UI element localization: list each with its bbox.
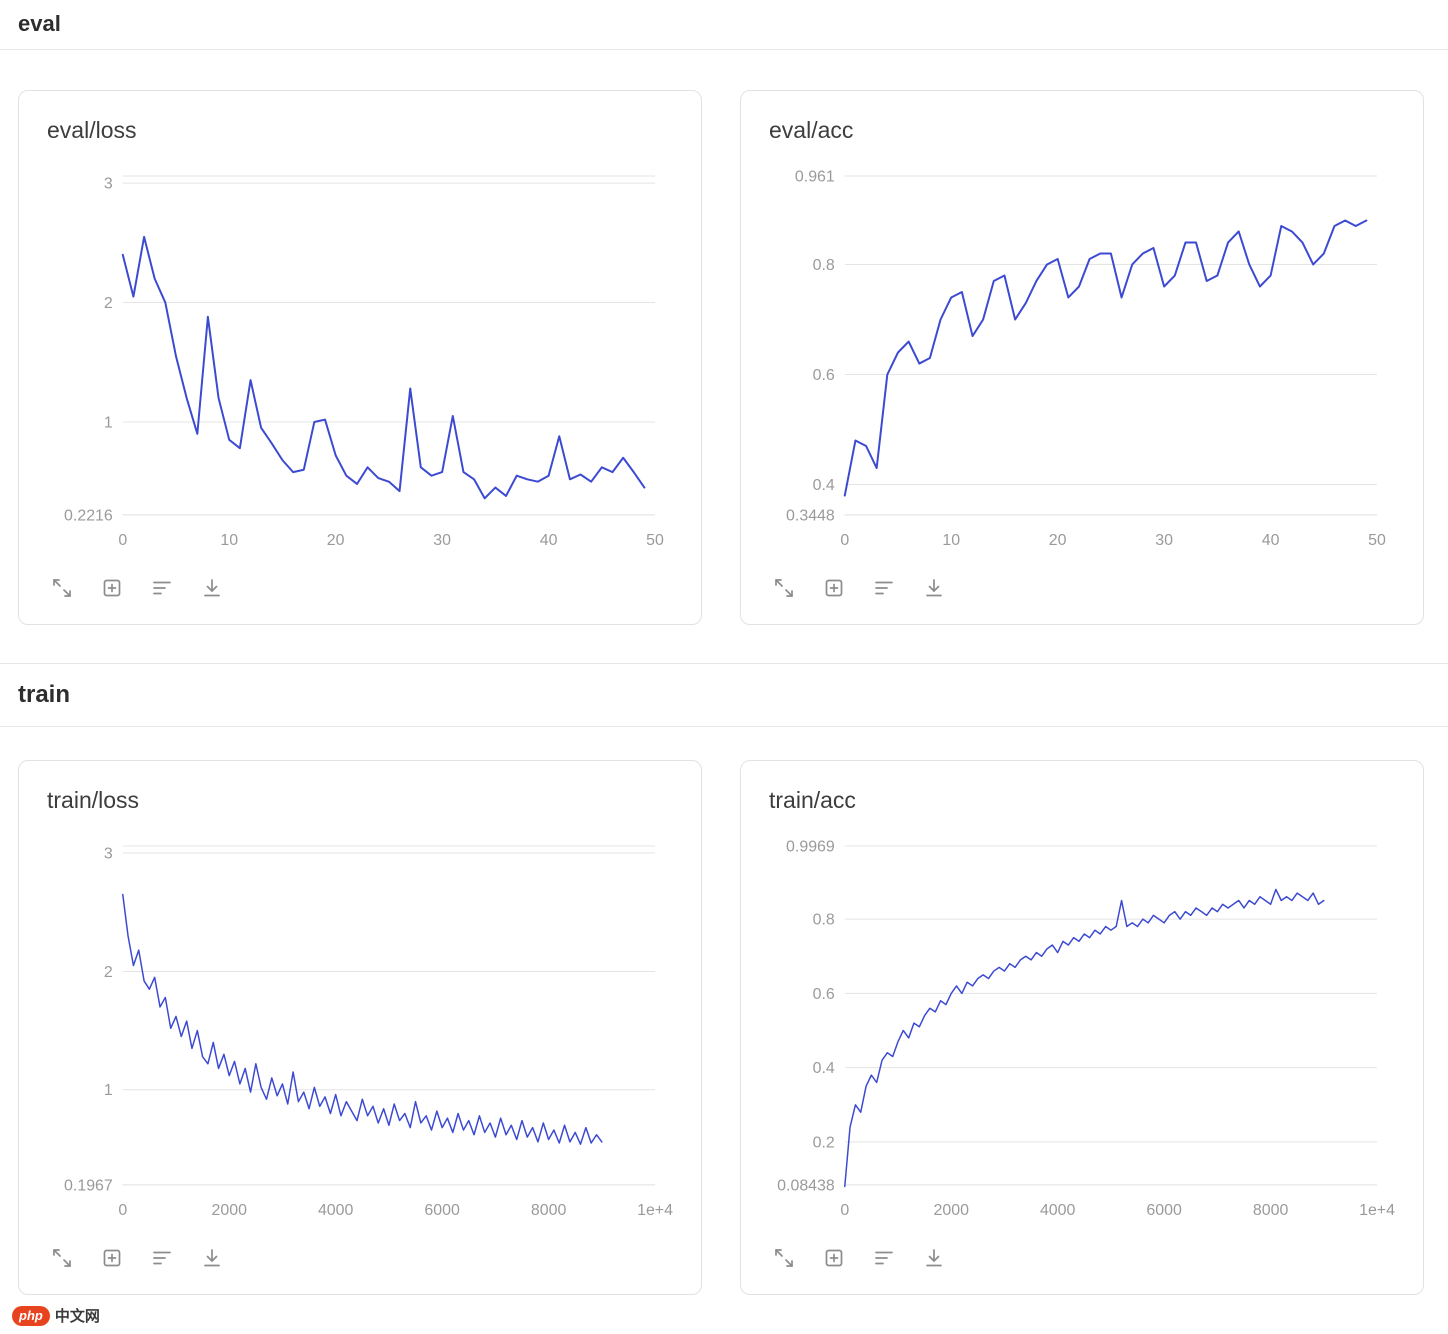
filter-icon bbox=[153, 1251, 171, 1265]
svg-text:30: 30 bbox=[1155, 532, 1173, 549]
svg-text:0.4: 0.4 bbox=[813, 1060, 835, 1077]
add-panel-button[interactable] bbox=[99, 1245, 125, 1271]
filter-button[interactable] bbox=[871, 1245, 897, 1271]
svg-text:3: 3 bbox=[104, 176, 113, 193]
train-charts-row: train/loss 0.1967 1 2 3 0 2000 4000 6000 8000 1e+… bbox=[0, 727, 1448, 1295]
train-acc-card: train/acc 0.08438 0.2 0.4 0.6 0.8 0.9969 0 2000… bbox=[740, 760, 1424, 1295]
section-title-eval: eval bbox=[18, 11, 61, 36]
fullscreen-button[interactable] bbox=[771, 1245, 797, 1271]
eval-loss-chart[interactable]: 0.2216 1 2 3 0 10 20 30 40 50 bbox=[47, 164, 673, 563]
chart-title: train/acc bbox=[769, 787, 856, 813]
svg-text:2: 2 bbox=[104, 295, 113, 312]
filter-button[interactable] bbox=[149, 575, 175, 601]
svg-text:20: 20 bbox=[327, 532, 345, 549]
download-button[interactable] bbox=[199, 1245, 225, 1271]
filter-button[interactable] bbox=[149, 1245, 175, 1271]
filter-icon bbox=[153, 581, 171, 595]
download-button[interactable] bbox=[921, 575, 947, 601]
svg-text:40: 40 bbox=[540, 532, 558, 549]
svg-text:4000: 4000 bbox=[1040, 1202, 1076, 1219]
fullscreen-icon bbox=[53, 578, 71, 597]
svg-text:30: 30 bbox=[433, 532, 451, 549]
eval-acc-chart[interactable]: 0.3448 0.4 0.6 0.8 0.961 0 10 20 30 40 50 bbox=[769, 164, 1395, 563]
svg-text:3: 3 bbox=[104, 846, 113, 863]
chart-title: train/loss bbox=[47, 787, 140, 813]
filter-button[interactable] bbox=[871, 575, 897, 601]
svg-text:0: 0 bbox=[118, 532, 127, 549]
add-panel-icon bbox=[103, 1249, 121, 1267]
chart-title: eval/loss bbox=[47, 117, 137, 143]
svg-text:6000: 6000 bbox=[1146, 1202, 1182, 1219]
watermark: php 中文网 bbox=[0, 1295, 1448, 1334]
svg-text:0: 0 bbox=[118, 1202, 127, 1219]
svg-text:2000: 2000 bbox=[211, 1202, 247, 1219]
chart-toolbar bbox=[47, 575, 673, 601]
svg-text:0.8: 0.8 bbox=[813, 257, 835, 274]
svg-text:10: 10 bbox=[220, 532, 238, 549]
svg-text:50: 50 bbox=[646, 532, 664, 549]
train-acc-chart[interactable]: 0.08438 0.2 0.4 0.6 0.8 0.9969 0 2000 4000 6000 80… bbox=[769, 834, 1395, 1233]
section-header-train: train bbox=[0, 663, 1448, 727]
download-icon bbox=[926, 1248, 942, 1267]
chart-toolbar bbox=[769, 1245, 1395, 1271]
section-header-eval: eval bbox=[0, 0, 1448, 50]
chart-toolbar bbox=[47, 1245, 673, 1271]
eval-loss-card: eval/loss 0.2216 1 2 3 0 10 20 30 40 50 bbox=[18, 90, 702, 625]
svg-text:0.6: 0.6 bbox=[813, 367, 835, 384]
eval-charts-row: eval/loss 0.2216 1 2 3 0 10 20 30 40 50 eval/acc … bbox=[0, 50, 1448, 625]
filter-icon bbox=[875, 581, 893, 595]
chart-title: eval/acc bbox=[769, 117, 854, 143]
eval-acc-card: eval/acc 0.3448 0.4 0.6 0.8 0.961 0 10 20 30 40 50 bbox=[740, 90, 1424, 625]
download-icon bbox=[204, 1248, 220, 1267]
filter-icon bbox=[875, 1251, 893, 1265]
svg-text:0: 0 bbox=[840, 1202, 849, 1219]
section-title-train: train bbox=[18, 681, 71, 708]
svg-text:1: 1 bbox=[104, 1082, 113, 1099]
svg-text:8000: 8000 bbox=[531, 1202, 567, 1219]
add-panel-button[interactable] bbox=[821, 575, 847, 601]
download-button[interactable] bbox=[921, 1245, 947, 1271]
chart-toolbar bbox=[769, 575, 1395, 601]
svg-text:0: 0 bbox=[840, 532, 849, 549]
fullscreen-icon bbox=[775, 578, 793, 597]
add-panel-icon bbox=[825, 1249, 843, 1267]
svg-text:2000: 2000 bbox=[933, 1202, 969, 1219]
add-panel-button[interactable] bbox=[99, 575, 125, 601]
svg-text:1e+4: 1e+4 bbox=[637, 1202, 673, 1219]
svg-text:6000: 6000 bbox=[424, 1202, 460, 1219]
svg-text:1e+4: 1e+4 bbox=[1359, 1202, 1395, 1219]
download-icon bbox=[926, 578, 942, 597]
train-loss-card: train/loss 0.1967 1 2 3 0 2000 4000 6000 8000 1e+… bbox=[18, 760, 702, 1295]
svg-text:0.9969: 0.9969 bbox=[786, 838, 835, 855]
svg-text:0.2216: 0.2216 bbox=[64, 507, 113, 524]
svg-text:0.6: 0.6 bbox=[813, 986, 835, 1003]
svg-text:0.08438: 0.08438 bbox=[777, 1177, 835, 1194]
add-panel-icon bbox=[103, 579, 121, 597]
svg-text:2: 2 bbox=[104, 964, 113, 981]
svg-text:20: 20 bbox=[1049, 532, 1067, 549]
train-loss-chart[interactable]: 0.1967 1 2 3 0 2000 4000 6000 8000 1e+4 bbox=[47, 834, 673, 1233]
svg-text:0.961: 0.961 bbox=[795, 168, 835, 185]
svg-text:1: 1 bbox=[104, 414, 113, 431]
svg-text:10: 10 bbox=[942, 532, 960, 549]
fullscreen-button[interactable] bbox=[49, 575, 75, 601]
fullscreen-button[interactable] bbox=[771, 575, 797, 601]
download-icon bbox=[204, 578, 220, 597]
svg-text:50: 50 bbox=[1368, 532, 1386, 549]
svg-text:40: 40 bbox=[1262, 532, 1280, 549]
svg-text:0.2: 0.2 bbox=[813, 1134, 835, 1151]
add-panel-icon bbox=[825, 579, 843, 597]
svg-text:0.4: 0.4 bbox=[813, 477, 835, 494]
download-button[interactable] bbox=[199, 575, 225, 601]
svg-text:4000: 4000 bbox=[318, 1202, 354, 1219]
fullscreen-icon bbox=[775, 1248, 793, 1267]
svg-text:0.1967: 0.1967 bbox=[64, 1177, 113, 1194]
fullscreen-button[interactable] bbox=[49, 1245, 75, 1271]
add-panel-button[interactable] bbox=[821, 1245, 847, 1271]
svg-text:0.3448: 0.3448 bbox=[786, 507, 835, 524]
svg-text:0.8: 0.8 bbox=[813, 912, 835, 929]
svg-text:8000: 8000 bbox=[1253, 1202, 1289, 1219]
fullscreen-icon bbox=[53, 1248, 71, 1267]
